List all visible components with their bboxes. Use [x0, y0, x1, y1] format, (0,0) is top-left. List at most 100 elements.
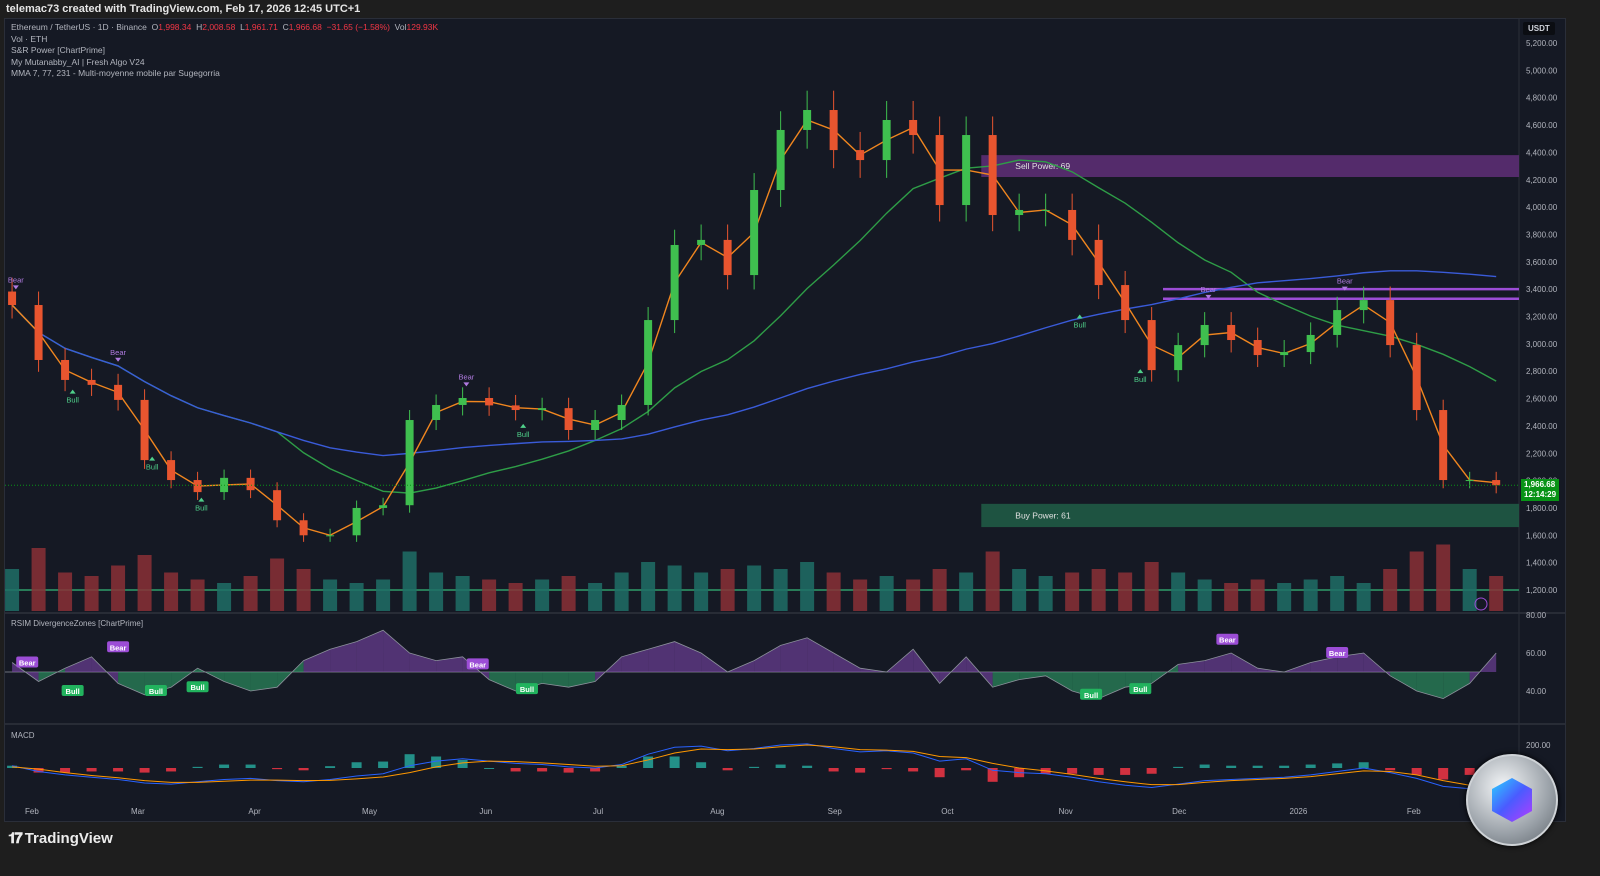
candle-body — [1147, 320, 1156, 371]
macd-histogram-bar — [1305, 764, 1316, 768]
candle-body — [193, 480, 202, 493]
candle-body — [1359, 300, 1368, 311]
macd-histogram-bar — [590, 768, 601, 772]
candle-body — [458, 398, 467, 405]
symbol-title: Ethereum / TetherUS · 1D · Binance — [11, 22, 147, 32]
time-tick: Feb — [25, 807, 39, 816]
macd-histogram-bar — [1279, 765, 1290, 768]
signal-text: Bull — [149, 687, 163, 696]
rsi-zone-fill — [118, 672, 145, 695]
candle-body — [1041, 209, 1050, 211]
volume-bar — [217, 583, 232, 611]
price-tick: 1,200.00 — [1526, 586, 1558, 595]
price-tick: 5,200.00 — [1526, 39, 1558, 48]
rsi-bull-badge: Bull — [1129, 683, 1152, 695]
rsi-zone-fill — [1045, 672, 1073, 691]
macd-histogram-bar — [802, 765, 813, 768]
macd-histogram-bar — [616, 765, 627, 768]
signal-badge — [144, 685, 167, 696]
signal-badge — [107, 641, 130, 653]
candle-body — [1121, 285, 1130, 321]
price-tick: 3,600.00 — [1526, 258, 1558, 267]
volume-bar — [1012, 569, 1027, 611]
macd-histogram-bar — [537, 768, 548, 772]
volume-bar — [190, 579, 205, 611]
price-tick: 4,800.00 — [1526, 94, 1558, 103]
rsi-zone-fill — [1178, 660, 1205, 672]
time-tick: May — [362, 807, 377, 816]
volume-bar — [879, 576, 894, 611]
candle-body — [1227, 324, 1236, 341]
rsi-zone-fill — [409, 653, 437, 672]
price-tick: 2,800.00 — [1526, 367, 1558, 376]
rsi-zone-fill — [436, 656, 463, 672]
time-tick: 2026 — [1290, 807, 1308, 816]
price-tick: 1,800.00 — [1526, 504, 1558, 513]
macd-histogram-bar — [1385, 768, 1396, 771]
candle-body — [1306, 334, 1315, 353]
macd-histogram-bar — [669, 756, 680, 768]
macd-histogram-bar — [86, 768, 97, 772]
candle-body — [326, 535, 335, 537]
candle-body — [803, 110, 812, 130]
volume-bar — [1489, 576, 1504, 611]
indicator-mma[interactable]: MMA 7, 77, 231 - Multi-moyenne mobile pa… — [11, 68, 220, 78]
last-price: 1,966.68 — [1524, 480, 1556, 489]
candle-body — [1280, 352, 1289, 356]
symbol-ohlc-row[interactable]: Ethereum / TetherUS · 1D · Binance O1,99… — [11, 22, 438, 34]
volume-bar — [270, 558, 285, 611]
indicator-fresh-algo[interactable]: My Mutanabby_AI | Fresh Algo V24 — [11, 56, 145, 67]
rsi-zone-fill — [224, 672, 251, 691]
candle-body — [432, 404, 441, 421]
volume-bar — [694, 572, 709, 611]
buy-power-zone — [981, 503, 1519, 528]
signal-badge — [186, 681, 209, 693]
price-tick: 1,400.00 — [1526, 559, 1558, 568]
tradingview-logo[interactable]: 𝟏𝟕 TradingView — [8, 830, 113, 847]
candle-body — [935, 135, 944, 206]
sell-power-label: Sell Power: 69 — [1015, 161, 1070, 171]
signal-text: Bull — [520, 685, 534, 694]
macd-histogram-bar — [961, 768, 972, 771]
rsi-zone-fill — [568, 672, 596, 688]
candle-body — [1492, 480, 1501, 486]
rsi-zone-fill — [780, 637, 808, 672]
price-tick: 4,000.00 — [1526, 203, 1558, 212]
rsi-zone-fill — [1443, 672, 1470, 699]
macd-histogram-bar — [749, 766, 760, 768]
volume-bar — [1277, 583, 1292, 611]
macd-histogram-bar — [643, 756, 654, 768]
macd-histogram-bar — [272, 768, 283, 770]
volume-bar — [508, 583, 523, 611]
rsi-zone-fill — [542, 672, 569, 688]
candle-body — [114, 384, 123, 400]
macd-title: MACD — [11, 731, 35, 740]
volume-bar — [959, 572, 974, 611]
price-tick: 3,800.00 — [1526, 230, 1558, 239]
macd-line — [11, 743, 1497, 790]
macd-histogram-bar — [908, 768, 919, 772]
volume-bar — [1356, 583, 1371, 611]
indicator-sr-power[interactable]: S&R Power [ChartPrime] — [11, 45, 105, 55]
price-tick: 1,600.00 — [1526, 531, 1558, 540]
currency-button[interactable]: USDT — [1523, 22, 1555, 35]
rsi-zone-fill — [674, 641, 702, 672]
candle-body — [1068, 209, 1077, 240]
volume-bar — [1383, 569, 1398, 611]
rsi-zone-fill — [489, 672, 516, 691]
low-label: L — [240, 22, 245, 32]
indicator-volume[interactable]: Vol · ETH — [11, 33, 48, 44]
bear-signal: Bear — [110, 348, 126, 357]
candle-body — [909, 119, 918, 136]
rsi-zone-fill — [1231, 653, 1258, 672]
macd-histogram-bar — [1411, 768, 1422, 775]
candle-body — [1465, 480, 1474, 482]
signal-badge — [1326, 647, 1349, 658]
change-value: −31.65 (−1.58%) — [326, 22, 390, 32]
bull-signal: Bull — [517, 430, 530, 439]
footer — [0, 822, 1600, 876]
volume-bar — [720, 569, 735, 611]
time-tick: Feb — [1407, 807, 1421, 816]
candle-body — [1253, 340, 1262, 356]
